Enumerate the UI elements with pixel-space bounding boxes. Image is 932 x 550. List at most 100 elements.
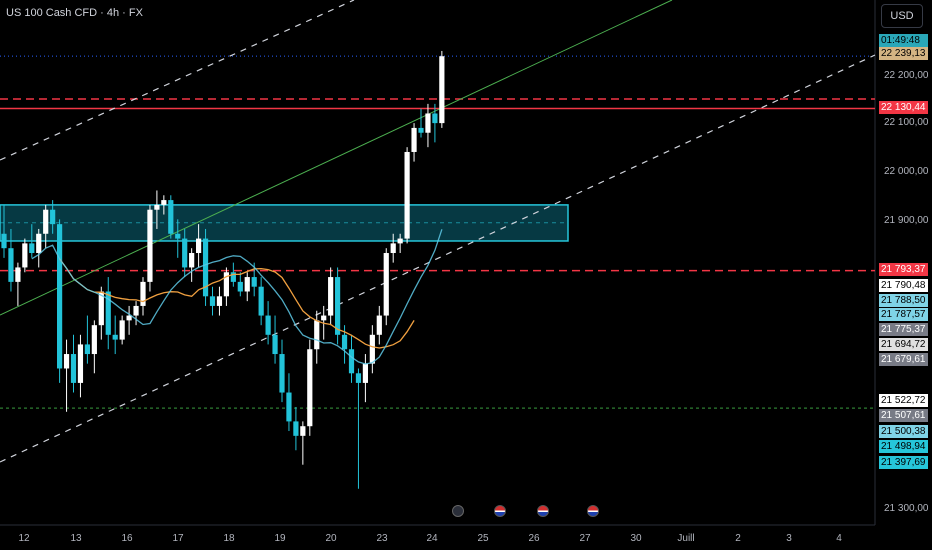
candle-body — [404, 151, 410, 239]
candle-body — [84, 344, 90, 355]
time-tick: 2 — [735, 533, 741, 544]
candle-body — [140, 281, 146, 306]
candle-body — [119, 320, 125, 340]
candle-body — [175, 233, 181, 239]
candle-body — [411, 127, 417, 152]
price-tick: 22 100,00 — [884, 117, 929, 128]
channel-upper-line — [0, 0, 355, 161]
candle-body — [362, 363, 368, 383]
price-axis[interactable]: 22 200,00 22 100,00 22 000,00 21 900,00 … — [875, 0, 932, 525]
price-label: 21 790,48 — [879, 279, 928, 292]
price-tick: 22 000,00 — [884, 166, 929, 177]
flag-icon[interactable] — [537, 505, 549, 517]
candle-body — [189, 253, 195, 268]
candle-body — [300, 426, 306, 436]
flag-icon[interactable] — [587, 505, 599, 517]
candle-body — [432, 113, 438, 124]
price-label: 21 498,94 — [879, 440, 928, 453]
candle-body — [63, 354, 70, 369]
time-tick: 18 — [223, 533, 235, 544]
time-tick: Juill — [677, 533, 695, 544]
candle-body — [70, 354, 77, 383]
price-label: 22 239,13 — [879, 47, 928, 60]
price-tick: 22 200,00 — [884, 70, 929, 81]
time-tick: 19 — [274, 533, 286, 544]
candle-body — [57, 224, 63, 369]
lightning-icon[interactable] — [452, 505, 464, 517]
candle-body — [328, 277, 334, 316]
candle-body — [376, 315, 382, 335]
candle-body — [230, 272, 236, 282]
candle-body — [98, 291, 104, 326]
time-tick: 16 — [121, 533, 133, 544]
channel-lower-line — [0, 54, 876, 463]
candle-body — [22, 243, 28, 268]
time-tick: 4 — [836, 533, 842, 544]
flag-icon[interactable] — [494, 505, 506, 517]
candle-body — [272, 334, 278, 355]
price-label: 21 775,37 — [879, 323, 928, 336]
candle-body — [223, 272, 229, 297]
price-label: 21 397,69 — [879, 456, 928, 469]
candle-body — [154, 204, 160, 210]
price-label: 21 507,61 — [879, 409, 928, 422]
time-tick: 30 — [630, 533, 642, 544]
trend-line — [0, 0, 673, 316]
candle-body — [237, 281, 243, 292]
candle-body — [390, 243, 396, 254]
candle-body — [168, 200, 174, 234]
candle-body — [321, 315, 327, 321]
time-tick: 24 — [426, 533, 438, 544]
currency-button[interactable]: USD — [881, 4, 923, 28]
candle-body — [126, 315, 132, 321]
time-tick: 23 — [376, 533, 388, 544]
candle-body — [216, 296, 223, 306]
time-tick: 17 — [172, 533, 184, 544]
candle-body — [335, 277, 341, 335]
price-label: 21 787,57 — [879, 308, 928, 321]
time-axis[interactable]: 12 13 16 17 18 19 20 23 24 25 26 27 30 J… — [0, 525, 875, 550]
time-tick: 25 — [477, 533, 489, 544]
candle-body — [202, 238, 209, 297]
candle-body — [147, 209, 153, 282]
price-label: 01:49:48 — [879, 34, 928, 47]
price-label: 21 522,72 — [879, 394, 928, 407]
candle-body — [314, 320, 320, 350]
candle-body — [383, 253, 389, 316]
symbol-title[interactable]: US 100 Cash CFD · 4h · FX — [6, 7, 143, 19]
candle-body — [369, 334, 375, 364]
candle-body — [182, 238, 188, 268]
candle-body — [293, 421, 299, 436]
candle-body — [1, 233, 7, 249]
price-label: 22 130,44 — [879, 101, 928, 114]
price-tick: 21 900,00 — [884, 215, 929, 226]
time-tick: 26 — [528, 533, 540, 544]
candle-body — [36, 233, 42, 254]
price-label: 21 500,38 — [879, 425, 928, 438]
fast-moving-average-line — [31, 229, 443, 365]
candle-body — [196, 238, 202, 254]
candle-body — [258, 286, 264, 316]
candle-body — [15, 267, 21, 282]
candle-body — [279, 354, 285, 393]
candle-body — [355, 373, 362, 383]
candle-body — [43, 209, 49, 234]
candle-body — [209, 296, 216, 306]
candle-body — [8, 248, 14, 282]
price-label: 21 679,61 — [879, 353, 928, 366]
candle-body — [397, 238, 403, 244]
candle-body — [29, 243, 35, 254]
candle-body — [418, 127, 424, 133]
candle-body — [439, 56, 445, 124]
slow-moving-average-line — [59, 258, 415, 349]
candle-body — [307, 349, 313, 427]
candle-body — [425, 113, 431, 133]
time-tick: 12 — [18, 533, 30, 544]
time-tick: 27 — [579, 533, 591, 544]
candle-body — [133, 305, 139, 316]
candle-body — [161, 200, 167, 205]
price-tick: 21 300,00 — [884, 503, 929, 514]
time-tick: 13 — [70, 533, 82, 544]
